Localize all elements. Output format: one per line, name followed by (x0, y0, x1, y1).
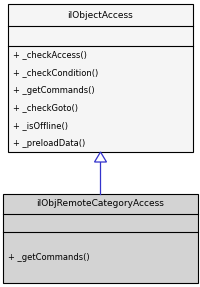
Bar (3, 194, 197, 283)
Text: + _preloadData(): + _preloadData() (13, 139, 85, 148)
Text: + _checkAccess(): + _checkAccess() (13, 50, 86, 59)
Text: + _isOffline(): + _isOffline() (13, 121, 68, 130)
Text: + _checkGoto(): + _checkGoto() (13, 103, 78, 112)
Polygon shape (94, 152, 106, 162)
Text: ilObjRemoteCategoryAccess: ilObjRemoteCategoryAccess (36, 199, 164, 208)
Text: + _getCommands(): + _getCommands() (13, 86, 94, 95)
Text: + _checkCondition(): + _checkCondition() (13, 68, 98, 77)
Bar (8, 4, 192, 152)
Text: + _getCommands(): + _getCommands() (8, 253, 89, 262)
Text: ilObjectAccess: ilObjectAccess (67, 11, 133, 20)
